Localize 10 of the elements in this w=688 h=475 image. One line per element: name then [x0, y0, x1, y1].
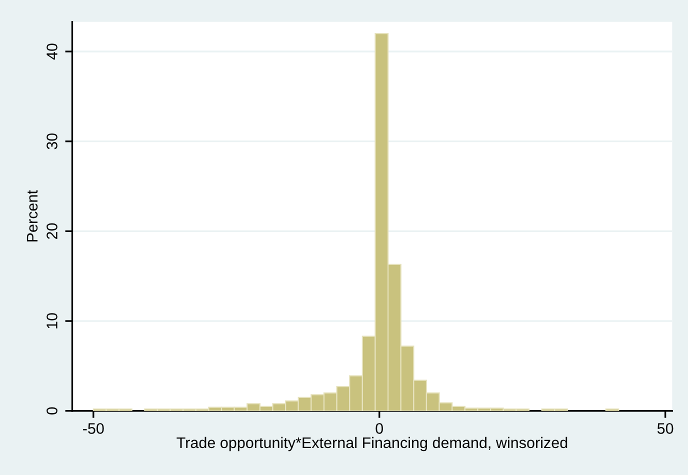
- x-axis-title: Trade opportunity*External Financing demand, winsorized: [176, 436, 568, 452]
- y-axis-title: Percent: [26, 190, 38, 242]
- y-tick-label: 40: [46, 44, 58, 60]
- y-tick-label: 0: [46, 407, 58, 415]
- x-tick-label: -50: [83, 423, 104, 434]
- x-tick-label: 0: [376, 423, 384, 434]
- y-tick-label: 30: [46, 133, 58, 150]
- x-tick-label: 50: [657, 423, 674, 434]
- y-tick-label: 20: [46, 223, 58, 239]
- y-tick-label: 10: [46, 313, 58, 328]
